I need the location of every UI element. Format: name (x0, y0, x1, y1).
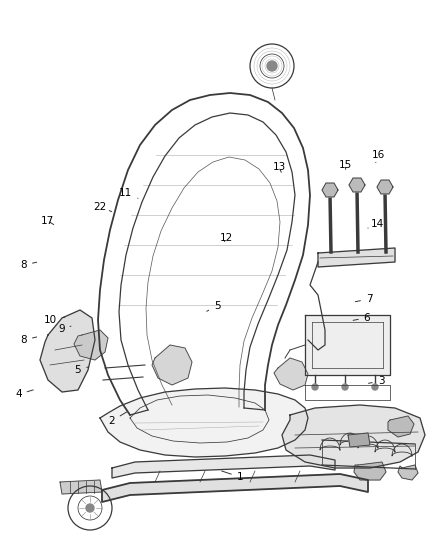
Polygon shape (152, 345, 192, 385)
Text: 5: 5 (74, 365, 88, 375)
Text: 7: 7 (355, 294, 373, 304)
Circle shape (312, 384, 318, 390)
Text: 8: 8 (20, 335, 37, 345)
Polygon shape (348, 433, 370, 447)
Text: 1: 1 (222, 471, 244, 482)
Text: 2: 2 (108, 412, 127, 426)
Circle shape (267, 61, 277, 71)
Text: 12: 12 (219, 233, 233, 243)
Text: 11: 11 (119, 189, 138, 198)
Text: 5: 5 (207, 301, 221, 311)
Text: 10: 10 (44, 315, 65, 325)
Polygon shape (377, 180, 393, 194)
Polygon shape (74, 330, 108, 360)
Polygon shape (318, 248, 395, 267)
Polygon shape (305, 315, 390, 375)
Circle shape (342, 384, 348, 390)
Polygon shape (274, 358, 308, 390)
Text: 3: 3 (368, 376, 385, 386)
Polygon shape (102, 474, 368, 502)
Text: 14: 14 (368, 220, 384, 229)
Text: 8: 8 (20, 260, 37, 270)
Polygon shape (282, 405, 425, 468)
Text: 13: 13 (272, 163, 286, 172)
Text: 17: 17 (41, 216, 54, 225)
Polygon shape (354, 462, 386, 480)
Text: 6: 6 (353, 313, 371, 322)
Text: 16: 16 (372, 150, 385, 163)
Circle shape (86, 504, 94, 512)
Polygon shape (40, 310, 95, 392)
Text: 22: 22 (93, 202, 112, 212)
Circle shape (372, 384, 378, 390)
Text: 4: 4 (15, 390, 33, 399)
Text: 9: 9 (58, 324, 71, 334)
Text: 15: 15 (339, 160, 352, 169)
Polygon shape (349, 178, 365, 192)
Polygon shape (322, 183, 338, 197)
Polygon shape (398, 465, 418, 480)
Polygon shape (388, 416, 414, 437)
Polygon shape (100, 388, 308, 457)
Polygon shape (60, 480, 102, 494)
Polygon shape (112, 455, 335, 478)
